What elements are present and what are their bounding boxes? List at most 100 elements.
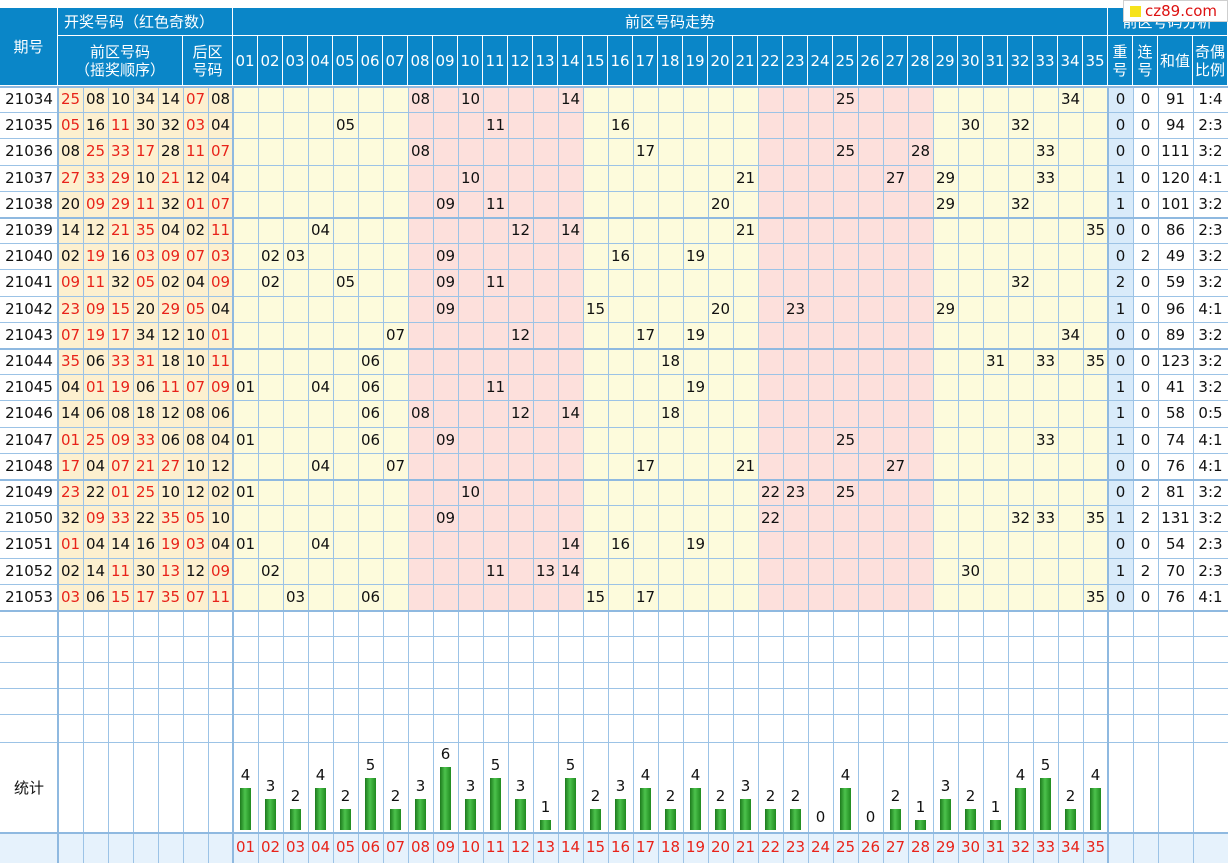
back-number: 01 — [210, 325, 231, 344]
trend-hit: 35 — [1085, 352, 1106, 371]
repeat-count: 0 — [1115, 483, 1126, 502]
issue-number: 21051 — [5, 535, 53, 554]
oddeven-ratio: 3:2 — [1198, 378, 1223, 397]
trend-column-header: 11 — [483, 36, 508, 86]
front-number: 02 — [160, 273, 181, 292]
header-sum: 和值 — [1158, 36, 1193, 86]
trend-column-header: 26 — [858, 36, 883, 86]
repeat-count: 1 — [1115, 430, 1126, 449]
footer-number: 18 — [660, 838, 681, 856]
trend-hit: 25 — [835, 142, 856, 161]
grid-vline — [808, 86, 809, 863]
sum-value: 91 — [1165, 90, 1186, 109]
consecutive-count: 0 — [1140, 90, 1151, 109]
front-number: 01 — [60, 535, 81, 554]
front-number: 32 — [60, 509, 81, 528]
trend-hit: 03 — [285, 247, 306, 266]
front-number: 07 — [60, 325, 81, 344]
stat-bar — [1065, 809, 1076, 830]
trend-column-header: 14 — [558, 36, 583, 86]
trend-column-header: 13 — [533, 36, 558, 86]
back-number: 02 — [210, 483, 231, 502]
repeat-count: 1 — [1115, 299, 1126, 318]
footer-number: 15 — [585, 838, 606, 856]
stat-bar — [365, 777, 376, 830]
trend-hit: 01 — [235, 483, 256, 502]
stat-count: 5 — [1040, 755, 1051, 774]
trend-hit: 14 — [560, 561, 581, 580]
stat-count: 1 — [990, 797, 1001, 816]
front-number: 16 — [110, 247, 131, 266]
grid-hline — [0, 426, 1228, 428]
grid-vline — [383, 86, 384, 863]
trend-column-header: 35 — [1083, 36, 1108, 86]
grid-vline — [908, 86, 909, 863]
trend-hit: 34 — [1060, 325, 1081, 344]
front-number: 04 — [85, 535, 106, 554]
back-number: 08 — [185, 404, 206, 423]
header-lottery-numbers: 开奖号码（红色奇数） — [58, 8, 233, 36]
issue-number: 21053 — [5, 587, 53, 606]
issue-number: 21044 — [5, 352, 53, 371]
issue-number: 21035 — [5, 116, 53, 135]
trend-hit: 11 — [485, 378, 506, 397]
stat-count: 3 — [940, 776, 951, 795]
stat-bar — [940, 798, 951, 830]
front-number: 29 — [110, 194, 131, 213]
trend-column-header: 29 — [933, 36, 958, 86]
trend-hit: 11 — [485, 116, 506, 135]
trend-hit: 06 — [360, 430, 381, 449]
trend-hit: 25 — [835, 430, 856, 449]
sum-value: 70 — [1165, 561, 1186, 580]
issue-number: 21039 — [5, 221, 53, 240]
front-number: 12 — [160, 404, 181, 423]
front-number: 18 — [160, 352, 181, 371]
sum-value: 86 — [1165, 221, 1186, 240]
repeat-count: 0 — [1115, 352, 1126, 371]
stat-count: 2 — [890, 787, 901, 805]
grid-vline — [1083, 86, 1084, 863]
watermark-logo-icon — [1130, 5, 1141, 17]
oddeven-ratio: 3:2 — [1198, 142, 1223, 161]
trend-hit: 20 — [710, 194, 731, 213]
stat-bar — [990, 819, 1001, 830]
back-number: 10 — [210, 509, 231, 528]
trend-column-header: 22 — [758, 36, 783, 86]
oddeven-ratio: 1:4 — [1198, 90, 1223, 109]
issue-number: 21042 — [5, 299, 53, 318]
stat-count: 4 — [1090, 766, 1101, 784]
front-number: 33 — [110, 352, 131, 371]
stat-count: 2 — [340, 787, 351, 805]
front-number: 21 — [110, 221, 131, 240]
back-number: 11 — [185, 142, 206, 161]
stat-bar — [615, 798, 626, 830]
trend-hit: 32 — [1010, 194, 1031, 213]
sum-value: 123 — [1161, 352, 1190, 371]
front-number: 23 — [60, 299, 81, 318]
stat-count: 4 — [1015, 766, 1026, 784]
trend-hit: 19 — [685, 535, 706, 554]
trend-hit: 21 — [735, 168, 756, 187]
footer-number: 08 — [410, 838, 431, 856]
grid-hline — [0, 610, 1228, 612]
back-number: 03 — [185, 116, 206, 135]
front-number: 15 — [110, 299, 131, 318]
trend-hit: 16 — [610, 535, 631, 554]
grid-vline — [758, 86, 759, 863]
footer-number: 16 — [610, 838, 631, 856]
front-number: 10 — [110, 90, 131, 109]
issue-number: 21049 — [5, 483, 53, 502]
grid-vline — [933, 86, 934, 863]
oddeven-ratio: 3:2 — [1198, 483, 1223, 502]
sum-value: 41 — [1165, 378, 1186, 397]
front-number: 06 — [160, 430, 181, 449]
trend-hit: 12 — [510, 325, 531, 344]
trend-hit: 07 — [385, 456, 406, 475]
stat-count: 4 — [640, 766, 651, 784]
grid-hline — [0, 217, 1228, 219]
grid-divider — [232, 86, 234, 863]
grid-hline — [0, 243, 1228, 245]
stat-count: 5 — [565, 755, 576, 774]
front-number: 22 — [135, 509, 156, 528]
back-number: 07 — [210, 194, 231, 213]
